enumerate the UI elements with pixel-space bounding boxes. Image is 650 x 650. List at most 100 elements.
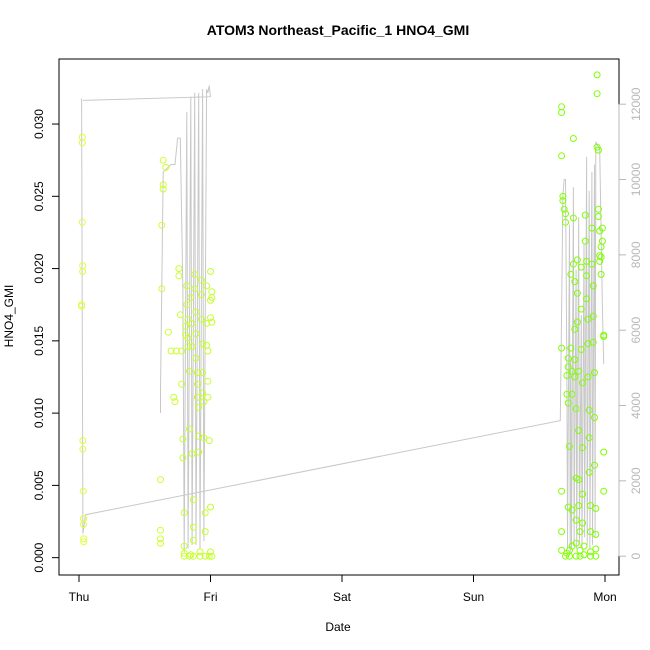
data-point [175,272,183,280]
data-point [180,549,188,557]
data-point [192,308,200,316]
data-point [191,270,199,278]
x-axis-label: Date [325,620,351,634]
data-point [564,363,572,371]
data-point [568,367,576,375]
data-point [592,545,600,553]
scatter-series [78,71,608,560]
data-point [157,476,164,484]
y-tick-label: 0.030 [32,109,46,139]
data-point [204,377,212,385]
y-tick-label: 0.015 [32,326,46,356]
data-point [592,505,600,512]
data-point [207,268,214,275]
data-point [203,282,211,290]
data-point [199,340,207,348]
y2-tick-label: 6000 [629,317,643,344]
x-tick-label: Sat [333,590,352,604]
data-point [592,531,600,538]
data-point [563,372,571,379]
data-point [159,156,167,164]
data-point [197,276,205,284]
data-point [572,539,580,547]
data-point [588,224,596,232]
data-point [558,528,566,536]
data-point [559,192,567,200]
data-point [575,476,583,484]
data-point [600,448,608,456]
data-point [205,552,213,560]
data-point [188,320,196,327]
data-point [569,214,577,222]
data-point [580,542,588,550]
data-point [598,224,606,232]
data-point [159,181,167,189]
data-point [193,380,201,388]
data-point [189,496,197,504]
data-point [579,490,587,498]
data-point [569,260,577,268]
data-point [170,393,178,401]
data-point [588,260,596,268]
data-point [572,552,580,560]
data-point [208,318,216,326]
data-point [191,285,199,293]
data-point [200,398,208,406]
data-point [600,333,608,340]
data-point [80,535,88,543]
data-point [571,278,579,286]
data-point [208,294,216,301]
data-point [79,487,87,495]
data-point [80,538,88,546]
data-point [558,546,566,554]
x-axis: Thu Fri Sat Sun Mon [69,574,617,604]
data-point [585,406,593,414]
data-point [79,445,87,453]
data-point [196,548,204,556]
data-point [591,369,598,377]
data-point [180,542,188,550]
data-point [591,414,598,421]
data-point [180,552,188,560]
data-point [594,213,602,220]
data-point [204,393,212,401]
data-point [186,552,193,560]
data-point [567,344,575,352]
data-point [188,343,196,351]
x-tick-label: Thu [69,590,90,604]
data-point [598,237,606,245]
y2-tick-label: 10000 [629,163,643,197]
data-point [589,282,597,290]
y-tick-label: 0.025 [32,181,46,211]
data-point [203,320,211,327]
data-point [199,369,207,377]
data-point [189,536,197,544]
data-point [577,305,585,313]
y2-tick-label: 4000 [629,392,643,419]
data-point [193,393,201,401]
data-point [558,109,566,116]
data-point [79,437,87,445]
data-point [575,427,583,434]
secondary-line-1 [81,98,605,553]
data-point [175,265,183,273]
data-point [579,444,587,452]
data-point [573,318,581,326]
data-point [172,347,180,355]
data-point [78,302,86,310]
data-point [594,146,602,154]
data-point [573,256,581,264]
data-point [186,367,193,375]
data-point [200,434,208,442]
data-point [568,506,576,514]
data-point [564,354,572,362]
data-point [593,71,601,79]
data-point [584,315,592,323]
data-point [164,328,172,336]
data-point [180,509,188,517]
data-point [193,369,201,377]
data-point [592,552,600,560]
data-point [558,344,566,352]
